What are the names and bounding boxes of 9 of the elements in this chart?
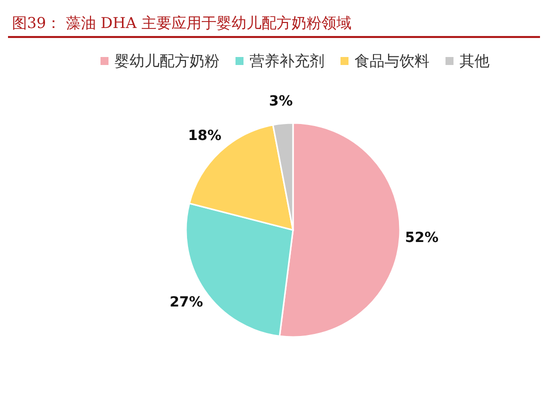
legend-label: 营养补充剂 [250, 52, 324, 70]
chart-title: 图39： 藻油 DHA 主要应用于婴幼儿配方奶粉领域 [12, 14, 352, 32]
legend-label: 婴幼儿配方奶粉 [114, 52, 220, 70]
data-label: 18% [188, 128, 222, 144]
data-label: 27% [170, 294, 204, 311]
legend-label: 其他 [460, 52, 490, 70]
data-label: 52% [404, 230, 439, 246]
data-label: 3% [268, 94, 293, 110]
legend-label: 食品与饮料 [354, 52, 430, 70]
